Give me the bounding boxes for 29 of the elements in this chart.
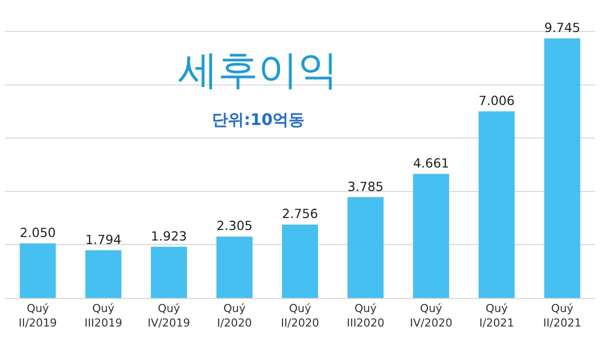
x-tick-label: Quý I/2021 bbox=[479, 302, 514, 330]
data-label: 9.745 bbox=[544, 20, 580, 36]
data-label: 3.785 bbox=[348, 178, 384, 194]
data-label: 1.794 bbox=[85, 232, 122, 247]
data-label: 7.006 bbox=[478, 92, 515, 108]
data-label: 4.661 bbox=[413, 155, 450, 170]
bar bbox=[544, 38, 580, 298]
x-tick-label: Quý III2019 bbox=[84, 302, 122, 330]
x-tick-label: Quý IV/2019 bbox=[148, 302, 190, 330]
data-label: 2.050 bbox=[20, 225, 56, 240]
x-tick-label: Quý III2020 bbox=[346, 302, 384, 330]
x-tick-label: Quý II/2019 bbox=[18, 302, 57, 330]
text: 단위:10억동 bbox=[212, 110, 305, 129]
bar bbox=[282, 224, 318, 298]
x-tick-label: Quý IV/2020 bbox=[410, 302, 452, 330]
data-label: 1.923 bbox=[150, 228, 187, 244]
bar bbox=[85, 250, 122, 298]
bar bbox=[216, 236, 252, 298]
data-label: 2.305 bbox=[216, 218, 252, 234]
x-tick-label: Quý II/2021 bbox=[543, 302, 582, 330]
bar bbox=[150, 246, 187, 298]
data-label: 2.756 bbox=[282, 206, 318, 222]
bar bbox=[348, 197, 384, 298]
bar bbox=[413, 174, 450, 298]
bar bbox=[20, 243, 56, 298]
chart-title: 세후이익 bbox=[178, 48, 338, 94]
x-tick-label: Quý I/2020 bbox=[216, 302, 252, 330]
bar bbox=[478, 111, 515, 298]
x-tick-label: Quý II/2020 bbox=[280, 302, 320, 330]
